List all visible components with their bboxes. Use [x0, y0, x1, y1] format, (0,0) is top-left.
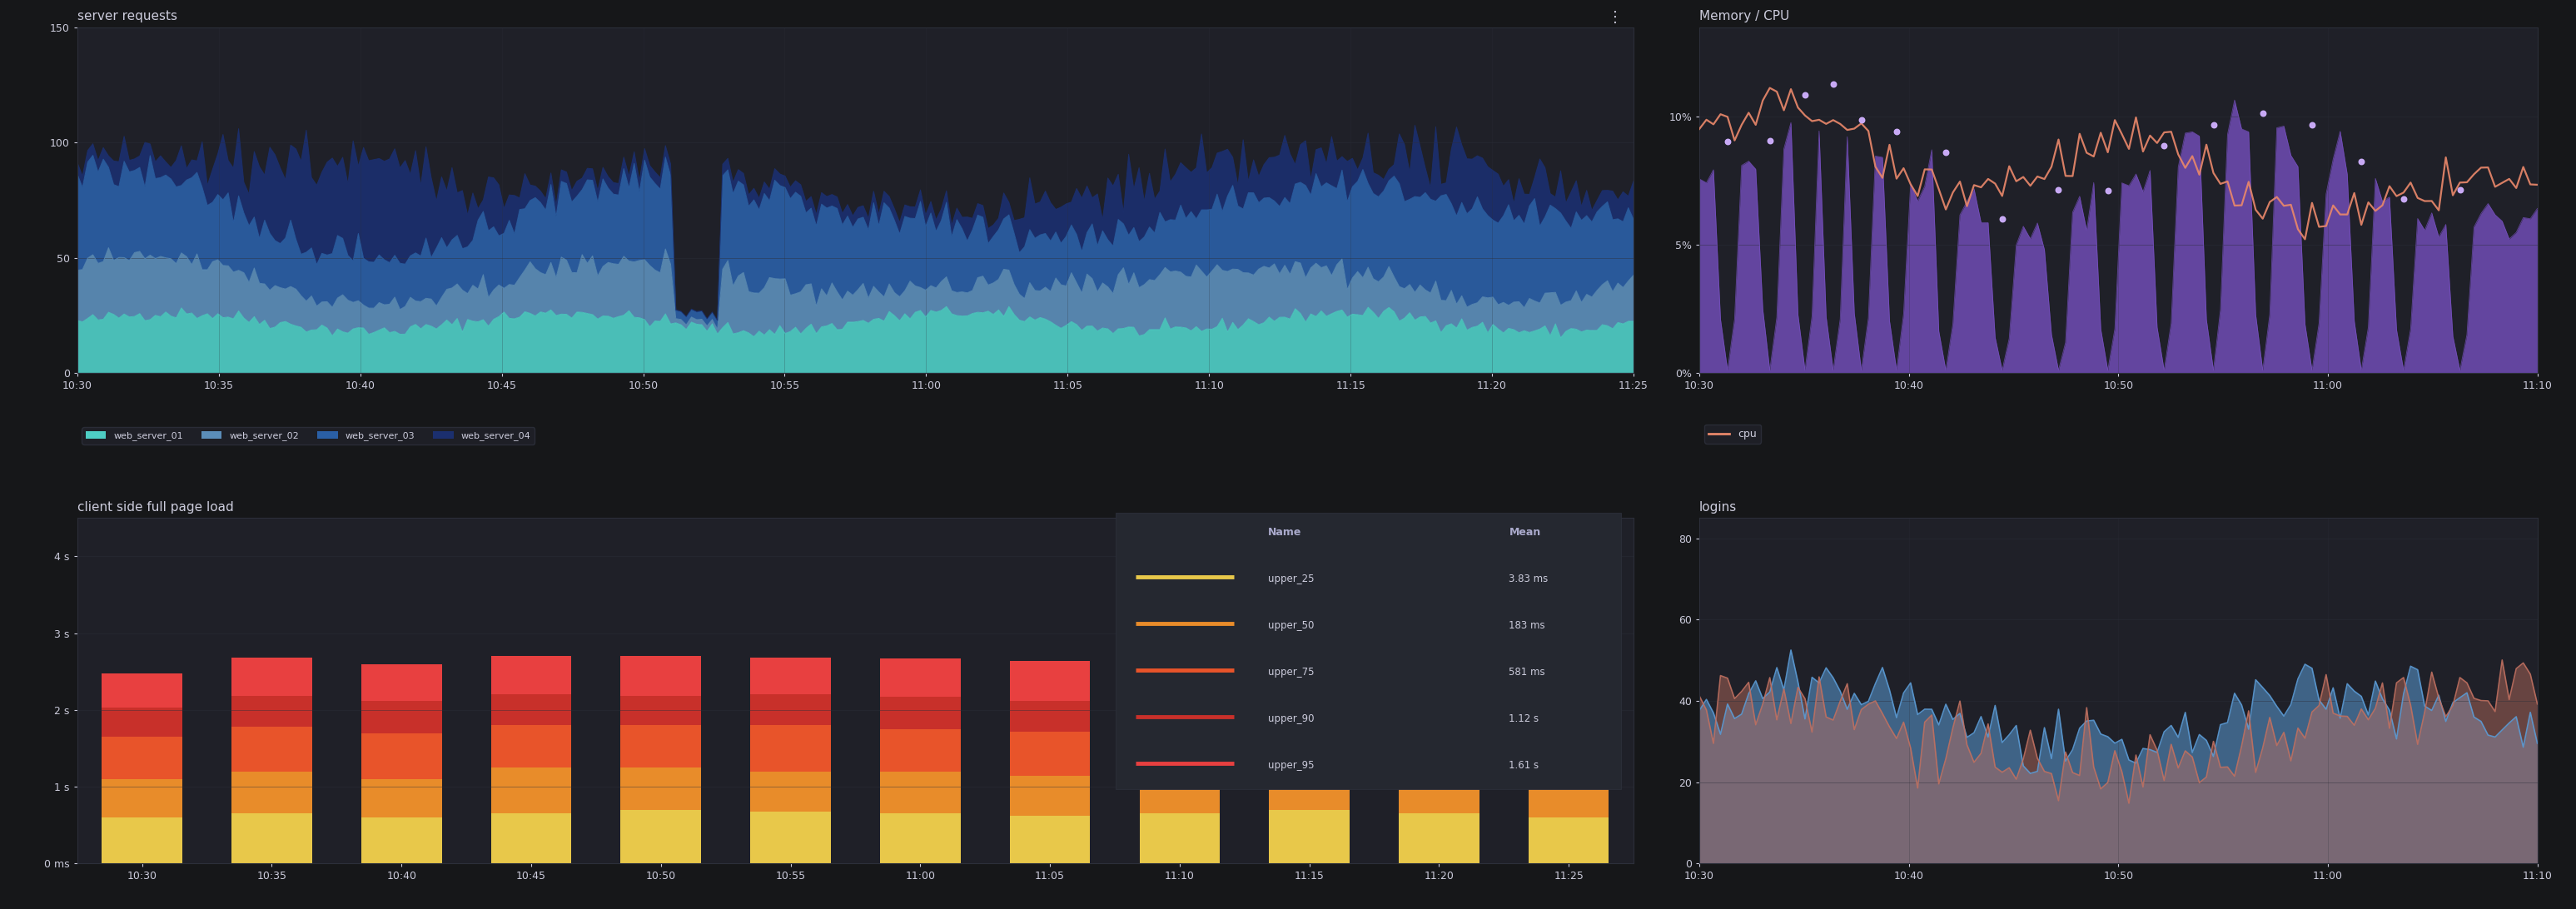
Bar [621, 656, 701, 696]
Text: 1.61 s: 1.61 s [1510, 760, 1538, 771]
Bar [103, 708, 183, 737]
Point [1842, 113, 1883, 127]
Point [1785, 88, 1826, 103]
Bar [361, 817, 440, 864]
Bar [1270, 725, 1350, 767]
Bar [1399, 731, 1479, 775]
Point [1981, 212, 2022, 226]
Bar [1270, 694, 1350, 725]
Bar [232, 814, 312, 864]
Bar [1010, 776, 1090, 816]
Bar [232, 727, 312, 772]
Point [2038, 182, 2079, 196]
Point [2293, 117, 2334, 132]
Point [1749, 134, 1790, 148]
Bar [881, 658, 961, 697]
Bar [881, 772, 961, 814]
Bar [1399, 814, 1479, 864]
Bar [232, 658, 312, 696]
Bar [103, 779, 183, 817]
Bar [492, 767, 572, 814]
Bar [492, 814, 572, 864]
Point [2192, 117, 2233, 132]
Bar [621, 725, 701, 767]
Bar [1270, 767, 1350, 810]
Bar [232, 696, 312, 727]
Bar [750, 772, 832, 812]
Point [1924, 145, 1965, 160]
Bar [1528, 817, 1610, 864]
Text: upper_90: upper_90 [1267, 714, 1314, 724]
Bar [750, 658, 832, 694]
Point [1875, 124, 1917, 138]
Bar [361, 733, 440, 779]
Point [2241, 106, 2282, 121]
Text: upper_75: upper_75 [1267, 666, 1314, 677]
Bar [1270, 658, 1350, 694]
Text: upper_95: upper_95 [1267, 760, 1314, 771]
Point [2439, 182, 2481, 196]
Point [2143, 138, 2184, 153]
Bar [1528, 733, 1610, 775]
Bar [492, 656, 572, 694]
Bar [1139, 662, 1221, 700]
Point [2087, 184, 2128, 198]
Text: upper_50: upper_50 [1267, 620, 1314, 631]
Bar [1528, 664, 1610, 703]
Text: 3.83 ms: 3.83 ms [1510, 574, 1548, 584]
Bar [232, 772, 312, 814]
Text: ⋮: ⋮ [1607, 10, 1623, 25]
Text: 581 ms: 581 ms [1510, 666, 1546, 677]
Text: Memory / CPU: Memory / CPU [1700, 10, 1790, 23]
Bar [881, 729, 961, 772]
Point [2383, 192, 2424, 206]
Bar [1139, 729, 1221, 775]
Bar [492, 725, 572, 767]
Bar [750, 725, 832, 772]
Bar [1399, 658, 1479, 698]
Point [2342, 155, 2383, 169]
Bar [361, 779, 440, 817]
Bar [621, 767, 701, 810]
Bar [1139, 700, 1221, 729]
Bar [750, 812, 832, 864]
Text: Name: Name [1267, 526, 1301, 537]
Bar [103, 817, 183, 864]
Text: client side full page load: client side full page load [77, 501, 234, 514]
Bar [881, 697, 961, 729]
Text: logins: logins [1700, 501, 1736, 514]
Bar [361, 701, 440, 733]
Bar [621, 696, 701, 725]
Bar [1270, 810, 1350, 864]
FancyBboxPatch shape [1115, 513, 1620, 789]
Bar [621, 810, 701, 864]
Bar [1010, 816, 1090, 864]
Bar [1010, 701, 1090, 732]
Bar [750, 694, 832, 725]
Legend: web_server_01, web_server_02, web_server_03, web_server_04: web_server_01, web_server_02, web_server… [82, 427, 536, 445]
Bar [1139, 814, 1221, 864]
Text: upper_25: upper_25 [1267, 574, 1314, 584]
Bar [361, 664, 440, 701]
Bar [1528, 775, 1610, 817]
Bar [1010, 732, 1090, 776]
Text: server requests: server requests [77, 10, 178, 23]
Legend: cpu: cpu [1705, 425, 1762, 444]
Bar [103, 673, 183, 708]
Text: 183 ms: 183 ms [1510, 620, 1546, 631]
Text: 1.12 s: 1.12 s [1510, 714, 1538, 724]
Bar [1399, 775, 1479, 814]
Bar [103, 737, 183, 779]
Bar [881, 814, 961, 864]
Point [1814, 76, 1855, 91]
Bar [1139, 775, 1221, 814]
Text: Mean: Mean [1510, 526, 1540, 537]
Point [1708, 135, 1749, 149]
Bar [1010, 661, 1090, 701]
Bar [1528, 703, 1610, 733]
Bar [1399, 698, 1479, 731]
Bar [492, 694, 572, 725]
